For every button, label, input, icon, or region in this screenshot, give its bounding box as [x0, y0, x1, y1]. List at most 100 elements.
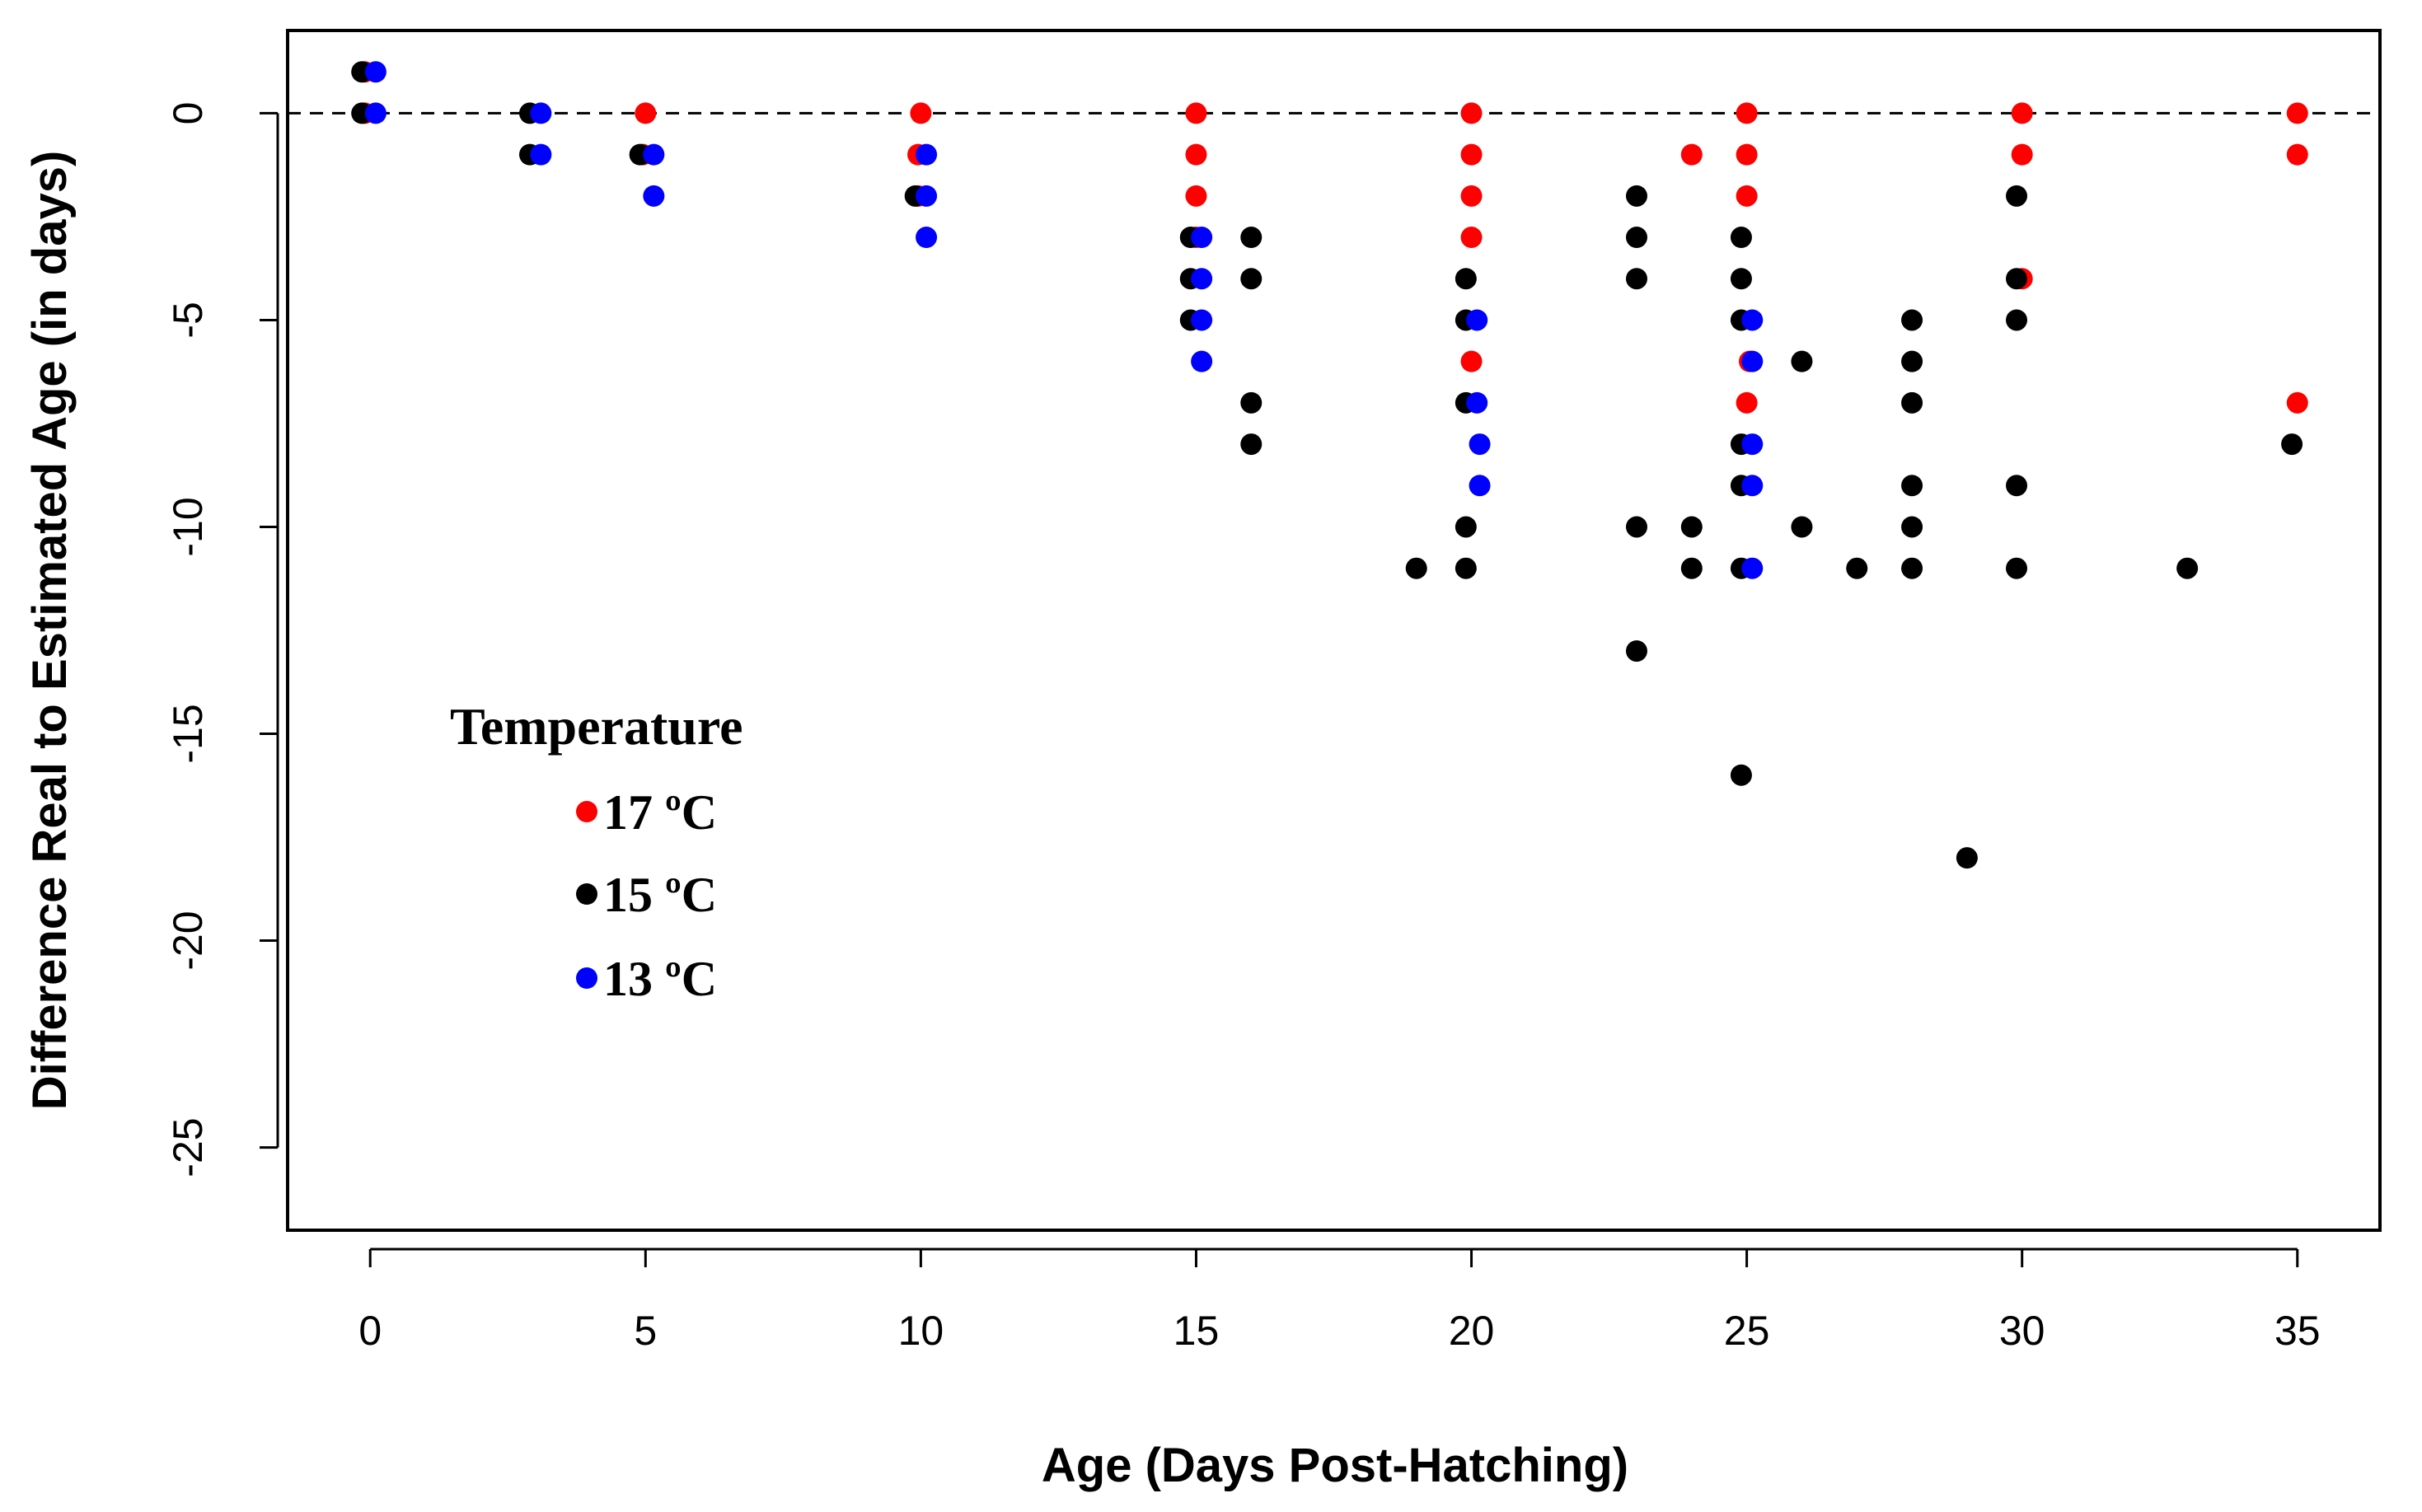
y-tick-label: -15 — [165, 704, 211, 763]
data-point — [1455, 516, 1477, 538]
legend-marker-17 — [576, 801, 597, 822]
data-point — [1680, 143, 1703, 166]
data-point — [1460, 102, 1483, 124]
data-point — [2006, 557, 2028, 579]
data-point — [364, 102, 386, 124]
data-point — [1240, 227, 1263, 249]
x-tick-label: 0 — [358, 1308, 382, 1354]
data-point — [1185, 185, 1207, 207]
data-point — [1185, 143, 1207, 166]
y-tick-label: -10 — [165, 497, 211, 556]
data-point — [1240, 433, 1263, 456]
data-point — [2006, 475, 2028, 497]
legend: Temperature 17 ºC 15 ºC 13 ºC — [450, 697, 743, 1006]
x-axis-title: Age (Days Post-Hatching) — [1042, 1439, 1628, 1492]
data-point — [1791, 350, 1813, 372]
data-point — [1741, 433, 1764, 456]
data-point — [635, 102, 657, 124]
data-point — [2006, 268, 2028, 290]
y-axis: 0 -5 -10 -15 -20 -25 — [165, 102, 279, 1177]
data-point — [1240, 268, 1263, 290]
data-point — [1901, 391, 1923, 414]
y-tick-label: 0 — [165, 102, 211, 125]
data-point — [1466, 309, 1488, 331]
data-point — [1460, 350, 1483, 372]
data-point — [2286, 391, 2308, 414]
data-point — [2281, 433, 2303, 456]
data-point — [1956, 847, 1978, 869]
data-point — [643, 143, 665, 166]
legend-label-13: 13 ºC — [603, 952, 717, 1006]
data-point — [1240, 391, 1263, 414]
data-point — [1901, 309, 1923, 331]
data-point — [1625, 185, 1647, 207]
data-point — [1736, 102, 1758, 124]
data-point — [1455, 557, 1477, 579]
data-point — [1625, 227, 1647, 249]
x-axis: 0 5 10 15 20 25 30 35 — [358, 1248, 2321, 1354]
x-tick-label: 25 — [1724, 1308, 1770, 1354]
data-point — [1736, 143, 1758, 166]
legend-entry-13: 13 ºC — [576, 952, 717, 1006]
legend-marker-15 — [576, 883, 597, 905]
data-points — [351, 61, 2308, 869]
data-point — [1901, 475, 1923, 497]
x-tick-label: 5 — [634, 1308, 657, 1354]
data-point — [1730, 764, 1752, 786]
data-point — [530, 102, 552, 124]
data-point — [1625, 268, 1647, 290]
data-point — [1455, 268, 1477, 290]
data-point — [2286, 143, 2308, 166]
plot-frame — [286, 29, 2382, 1232]
data-point — [1469, 475, 1491, 497]
data-point — [1460, 185, 1483, 207]
data-point — [1741, 309, 1764, 331]
y-tick-label: -20 — [165, 910, 211, 970]
data-point — [2011, 102, 2033, 124]
data-point — [1730, 268, 1752, 290]
data-point — [1405, 557, 1427, 579]
data-point — [1736, 185, 1758, 207]
x-tick-label: 30 — [1999, 1308, 2045, 1354]
data-point — [1736, 391, 1758, 414]
data-point — [530, 143, 552, 166]
data-point — [1901, 557, 1923, 579]
data-point — [364, 61, 386, 83]
data-point — [2011, 143, 2033, 166]
legend-entry-15: 15 ºC — [576, 868, 717, 922]
x-tick-label: 20 — [1449, 1308, 1495, 1354]
data-point — [2006, 309, 2028, 331]
data-point — [1791, 516, 1813, 538]
data-point — [1625, 516, 1647, 538]
data-point — [1460, 143, 1483, 166]
data-point — [643, 185, 665, 207]
legend-label-15: 15 ºC — [603, 868, 717, 922]
data-point — [916, 143, 938, 166]
data-point — [1741, 475, 1764, 497]
data-point — [1185, 102, 1207, 124]
data-point — [1680, 516, 1703, 538]
data-point — [1625, 640, 1647, 662]
data-point — [910, 102, 932, 124]
data-point — [1741, 557, 1764, 579]
legend-title: Temperature — [450, 697, 743, 756]
data-point — [916, 227, 938, 249]
series-2 — [364, 61, 1764, 579]
data-point — [1191, 268, 1213, 290]
data-point — [2006, 185, 2028, 207]
data-point — [1469, 433, 1491, 456]
x-tick-label: 35 — [2274, 1308, 2321, 1354]
legend-marker-13 — [576, 967, 597, 989]
data-point — [1191, 309, 1213, 331]
legend-label-17: 17 ºC — [603, 785, 717, 840]
x-tick-label: 10 — [898, 1308, 944, 1354]
data-point — [2176, 557, 2199, 579]
data-point — [916, 185, 938, 207]
data-point — [1901, 516, 1923, 538]
data-point — [1191, 350, 1213, 372]
data-point — [1846, 557, 1868, 579]
y-axis-title: Difference Real to Estimated Age (in day… — [23, 151, 77, 1111]
data-point — [1730, 227, 1752, 249]
